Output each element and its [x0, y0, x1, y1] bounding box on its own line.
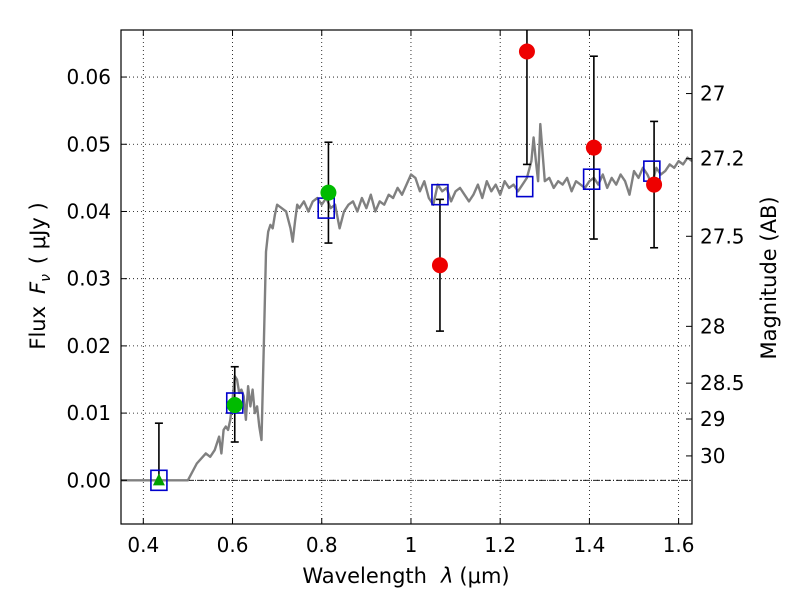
- y-axis-title: FluxFν( μJy ): [26, 202, 54, 349]
- triangle-marker: [152, 473, 165, 486]
- magnitude-tick-label: 28.5: [700, 371, 745, 395]
- y-tick-label: 0.06: [66, 65, 111, 89]
- y-tick-label: 0.00: [66, 468, 111, 492]
- open-square-marker: [431, 183, 449, 206]
- circle-marker: [518, 43, 535, 60]
- grid-lines: [121, 30, 692, 524]
- circle-marker: [646, 176, 663, 193]
- model-spectrum-path: [121, 122, 693, 482]
- model-spectrum-line: [121, 122, 693, 482]
- circle-marker: [320, 184, 337, 201]
- x-axis-title: Wavelength λ (μm): [302, 564, 509, 588]
- circle-marker: [226, 397, 243, 414]
- x-tick-label: 0.8: [306, 533, 338, 557]
- magnitude-tick-label: 29: [700, 407, 725, 431]
- magnitude-tick-label: 27.2: [700, 147, 745, 171]
- data-markers: [150, 30, 663, 492]
- x-tick-label: 0.6: [217, 533, 249, 557]
- y-tick-label: 0.04: [66, 199, 111, 223]
- x-tick-label: 0.4: [127, 533, 159, 557]
- open-square-marker: [582, 168, 601, 191]
- open-square-marker: [515, 175, 534, 198]
- y-tick-label: 0.01: [66, 401, 111, 425]
- y-tick-label: 0.05: [66, 132, 111, 156]
- x-tick-label: 1.4: [573, 533, 605, 557]
- y-tick-label: 0.03: [66, 267, 111, 291]
- circle-marker: [431, 257, 448, 274]
- plot-frame: [120, 29, 693, 525]
- circle-marker: [585, 139, 602, 156]
- magnitude-axis-ticks: 27 27.2 27.5 28 28.5 29 30: [686, 82, 745, 468]
- magnitude-axis-title: Magnitude (AB): [757, 196, 781, 359]
- y-tick-label: 0.02: [66, 334, 111, 358]
- magnitude-tick-label: 27.5: [700, 224, 745, 248]
- x-tick-label: 1: [405, 533, 418, 557]
- open-square-marker: [150, 469, 168, 492]
- magnitude-tick-label: 30: [700, 444, 725, 468]
- x-tick-label: 1.6: [663, 533, 695, 557]
- magnitude-tick-label: 27: [700, 82, 725, 106]
- x-axis-ticks: 0.4 0.6 0.8 1 1.2 1.4 1.6: [127, 30, 695, 557]
- x-tick-label: 1.2: [484, 533, 516, 557]
- magnitude-tick-label: 28: [700, 314, 725, 338]
- y-axis-ticks: 0.00 0.01 0.02 0.03 0.04 0.05 0.06: [66, 65, 127, 492]
